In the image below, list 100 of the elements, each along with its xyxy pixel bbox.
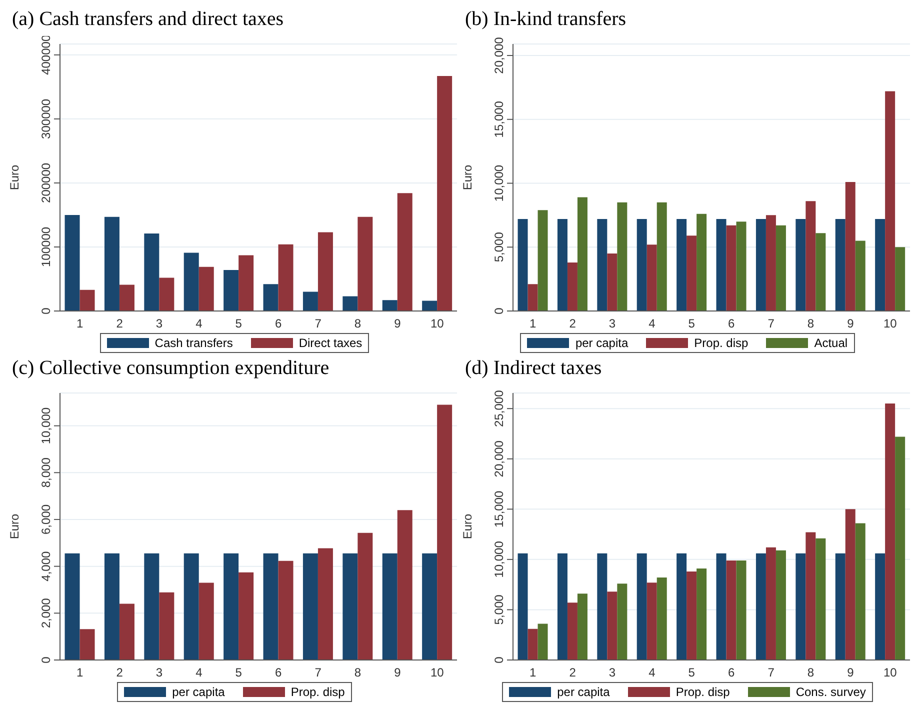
bar: [676, 553, 687, 660]
bar: [358, 532, 373, 660]
bar: [437, 404, 452, 660]
bar: [816, 538, 826, 660]
x-tick-label: 6: [275, 666, 282, 680]
bar: [676, 219, 687, 311]
y-tick-label: 300000: [39, 98, 53, 139]
x-tick-label: 4: [196, 316, 203, 331]
x-tick-label: 10: [430, 316, 444, 331]
bar: [607, 254, 618, 311]
x-tick-label: 1: [530, 666, 537, 680]
bar: [716, 219, 726, 311]
bar: [557, 219, 568, 311]
bar: [144, 234, 160, 311]
y-tick-label: 0: [492, 307, 506, 314]
x-tick-label: 9: [394, 316, 402, 331]
chart-title: (a) Cash transfers and direct taxes: [11, 8, 285, 32]
bar: [224, 270, 239, 311]
x-tick-label: 1: [530, 316, 537, 331]
legend-label: Prop. disp: [676, 685, 730, 699]
y-tick-label: 25,000: [492, 390, 506, 427]
bar: [656, 578, 667, 660]
bar: [885, 404, 896, 660]
bar: [776, 225, 786, 311]
bar: [597, 219, 608, 311]
x-tick-label: 2: [569, 316, 576, 331]
x-tick-label: 2: [116, 316, 124, 331]
y-tick-label: 15,000: [492, 490, 506, 528]
bar: [756, 219, 766, 311]
bar: [617, 584, 628, 660]
x-tick-label: 1: [76, 666, 84, 680]
x-tick-label: 6: [728, 316, 736, 331]
bar: [796, 219, 806, 311]
x-tick-label: 1: [76, 316, 84, 331]
bar: [766, 547, 776, 660]
bar: [184, 553, 199, 660]
y-tick-label: 20,000: [492, 36, 506, 74]
bar: [716, 553, 726, 660]
bar: [736, 560, 746, 660]
chart-title: (b) In-kind transfers: [464, 8, 628, 32]
bar: [885, 91, 896, 311]
bar: [80, 290, 95, 311]
legend-label: per capita: [172, 685, 225, 699]
bar: [119, 604, 134, 660]
bar: [845, 182, 856, 311]
bar: [617, 202, 628, 311]
y-tick-label: 200000: [39, 162, 53, 203]
x-tick-label: 7: [314, 666, 322, 680]
x-tick-label: 8: [807, 316, 814, 331]
bar: [816, 233, 826, 311]
x-tick-label: 5: [688, 666, 696, 680]
bar: [528, 284, 538, 311]
bar: [597, 553, 608, 660]
chart-title: (c) Collective consumption expenditure: [11, 357, 330, 381]
legend-label: per capita: [557, 685, 610, 699]
y-tick-label: 10,000: [492, 540, 506, 578]
legend-label: Cash transfers: [154, 336, 233, 350]
bar: [845, 509, 856, 660]
bar: [104, 216, 120, 311]
x-tick-label: 7: [768, 666, 775, 680]
bar: [895, 247, 906, 311]
bar: [607, 592, 618, 660]
x-tick-label: 3: [608, 666, 616, 680]
x-tick-label: 9: [847, 666, 854, 680]
x-tick-label: 3: [608, 316, 616, 331]
legend-label: Prop. disp: [694, 336, 748, 350]
x-tick-label: 4: [196, 666, 203, 680]
bar: [302, 292, 318, 311]
x-tick-label: 8: [354, 666, 362, 680]
y-tick-label: 20,000: [492, 440, 506, 478]
x-tick-label: 7: [314, 316, 322, 331]
bar: [855, 240, 866, 311]
bar: [198, 582, 214, 660]
bar: [875, 219, 886, 311]
x-tick-label: 3: [156, 316, 163, 331]
bar: [224, 553, 239, 660]
x-tick-label: 10: [883, 316, 898, 331]
bar: [656, 202, 667, 311]
bar: [318, 548, 333, 660]
y-axis-title: Euro: [460, 164, 474, 190]
y-tick-label: 5,000: [492, 594, 506, 625]
y-tick-label: 0: [39, 307, 53, 314]
y-tick-label: 5,000: [492, 232, 506, 262]
bar: [726, 225, 736, 311]
bar: [806, 201, 816, 311]
y-tick-label: 4,000: [39, 550, 53, 582]
bar: [686, 236, 697, 311]
bar: [422, 300, 438, 311]
x-tick-label: 6: [275, 316, 282, 331]
bar: [278, 560, 294, 660]
bar: [557, 553, 568, 660]
chart-title: (d) Indirect taxes: [464, 357, 603, 381]
bar: [184, 252, 199, 311]
y-tick-label: 10,000: [39, 407, 53, 444]
legend-label: Direct taxes: [298, 336, 362, 350]
y-tick-label: 8,000: [39, 457, 53, 488]
bar: [64, 553, 80, 660]
y-tick-label: 100000: [39, 226, 53, 267]
bar: [538, 210, 548, 311]
bar: [422, 553, 438, 660]
